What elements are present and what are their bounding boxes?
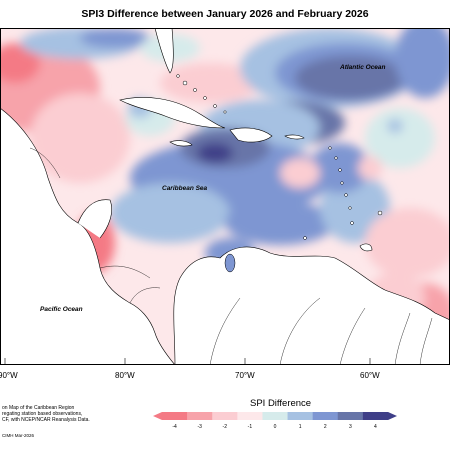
legend-tick-label: 4 [374,424,377,430]
legend-tick-label: -2 [223,424,228,430]
land-outlines [0,28,450,365]
note-line-3: CF, with NCEP/NCAR Reanalysis Data. [2,417,90,423]
map-panel: Atlantic Ocean Caribbean Sea Pacific Oce… [0,28,450,365]
legend-swatch [337,412,364,420]
hispaniola-island [229,127,273,143]
legend-title: SPI Difference [250,398,312,409]
country-borders [29,147,433,365]
legend-swatch [162,412,188,420]
graticule-ticks [4,358,371,365]
lon-label-60w: 60°W [360,371,380,380]
jamaica-island [169,140,193,147]
legend-tick-label: 1 [299,424,302,430]
legend-tick-label: 0 [274,424,277,430]
note-line-1: on Map of the Caribbean Region [2,405,75,411]
lon-label-70w: 70°W [235,371,255,380]
legend-swatch [287,412,313,420]
color-legend: -4 -3 -2 -1 0 1 2 3 4 [153,412,397,430]
caribbean-sea-label: Caribbean Sea [162,185,208,192]
puerto-rico-island [284,134,305,140]
legend-swatch [312,412,339,420]
trinidad-island [359,243,373,252]
legend-tick-label: 2 [324,424,327,430]
legend-arrow-left [153,412,162,420]
atlantic-ocean-label: Atlantic Ocean [339,64,386,71]
legend-swatch [187,412,213,420]
legend-swatch [362,412,389,420]
yucatan-coast [77,199,112,239]
legend-tick-label: -1 [248,424,253,430]
legend-tick-label: -3 [197,424,202,430]
credit-text: CIMH Mar-2026 [2,433,35,438]
small-islands [176,74,383,240]
legend-tick-label: 3 [349,424,352,430]
legend-arrow-right [388,412,397,420]
legend-swatch [237,412,263,420]
lon-label-90w: 90°W [0,371,18,380]
south-america-land [173,246,450,365]
legend-swatch [262,412,288,420]
legend-tick-label: -4 [172,424,177,430]
map-title: SPI3 Difference between January 2026 and… [81,8,369,20]
map-canvas: Atlantic Ocean Caribbean Sea Pacific Oce… [0,28,450,365]
cuba-island [119,97,226,129]
spi-field [0,28,450,343]
lon-label-80w: 80°W [115,371,135,380]
pacific-ocean-label: Pacific Ocean [40,306,83,313]
florida-land [154,28,174,74]
legend-swatch [212,412,238,420]
lake-maracaibo [224,253,236,273]
note-line-2: regating station based observations, [2,411,83,417]
